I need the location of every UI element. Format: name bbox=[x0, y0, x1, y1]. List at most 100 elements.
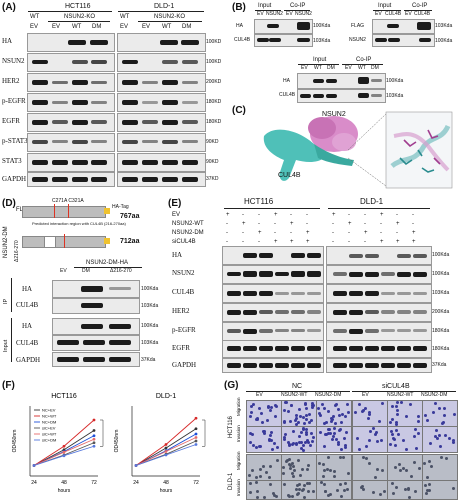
g-cell-dot bbox=[322, 483, 326, 487]
g-cell-dot bbox=[340, 412, 344, 416]
g-cell-dot bbox=[359, 485, 363, 489]
e-row: HER2 bbox=[172, 307, 190, 315]
a-mw: 180KD bbox=[206, 119, 222, 125]
g-cell-dot bbox=[273, 415, 277, 419]
f-data-point bbox=[164, 450, 168, 453]
g-cell-dot bbox=[330, 438, 334, 442]
g-cell-dot bbox=[399, 401, 403, 405]
b3-lane: EV bbox=[301, 65, 308, 71]
g-cell-dot bbox=[311, 436, 315, 440]
g-cell-dot bbox=[301, 468, 305, 472]
g-cell-dot bbox=[345, 488, 349, 492]
b1-lane: EV bbox=[286, 11, 293, 17]
blot-d-input-cul4b bbox=[52, 335, 140, 351]
g-cell-dot bbox=[290, 472, 294, 476]
g-micrograph bbox=[387, 426, 423, 453]
b3-header-coip: Co-IP bbox=[356, 57, 372, 63]
g-cell-dot bbox=[395, 413, 399, 417]
e-sign: - bbox=[348, 212, 350, 218]
g-cell-dot bbox=[311, 402, 314, 406]
e-sign: + bbox=[226, 212, 230, 218]
blot-a-pegfr-hct116 bbox=[27, 93, 115, 112]
g-cell-dot bbox=[324, 421, 328, 425]
g-cell-dot bbox=[333, 474, 337, 478]
g-cell-dot bbox=[265, 471, 269, 475]
b3-mw: 103Kda bbox=[386, 93, 404, 99]
g-col: EV bbox=[256, 392, 263, 398]
g-cell-dot bbox=[445, 456, 449, 460]
f-data-point bbox=[92, 418, 96, 422]
g-cell-dot bbox=[407, 495, 411, 499]
b1-header-coip: Co-IP bbox=[290, 3, 306, 9]
a-mw: 90KD bbox=[206, 159, 219, 165]
g-cell-dot bbox=[283, 421, 287, 425]
b2-lane: CUL4B bbox=[414, 11, 431, 17]
g-cell-dot bbox=[363, 406, 367, 410]
g-cell-dot bbox=[303, 441, 307, 445]
g-micrograph bbox=[387, 400, 423, 427]
panel-g-label: (G) bbox=[224, 380, 239, 391]
e-sign: - bbox=[290, 212, 292, 218]
c-label-nsun2: NSUN2 bbox=[322, 111, 346, 118]
g-cell-dot bbox=[248, 440, 252, 444]
a-cellline-dld1: DLD-1 bbox=[154, 3, 175, 10]
g-row-sub: Migration bbox=[236, 451, 241, 470]
g-cell-dot bbox=[394, 420, 398, 424]
g-cell-dot bbox=[283, 432, 287, 436]
g-cell-dot bbox=[303, 483, 307, 487]
e-sign: + bbox=[412, 239, 416, 245]
g-col: EV bbox=[362, 392, 369, 398]
g-cell-dot bbox=[292, 429, 296, 433]
g-cell-dot bbox=[258, 406, 262, 410]
e-row: p-EGFR bbox=[172, 326, 196, 334]
e-sign: - bbox=[258, 221, 260, 227]
e-sign: - bbox=[348, 230, 350, 236]
g-cell-dot bbox=[302, 427, 306, 431]
e-mw: 200Kda bbox=[432, 309, 450, 315]
g-cell-dot bbox=[298, 434, 302, 438]
e-sign: + bbox=[412, 230, 416, 236]
g-cell-dot bbox=[337, 443, 341, 447]
g-cell-dot bbox=[298, 440, 302, 444]
g-cell-dot bbox=[332, 431, 336, 435]
g-cell-dot bbox=[285, 460, 289, 464]
a-lane: EV bbox=[142, 24, 151, 30]
g-cell-dot bbox=[301, 448, 305, 452]
g-cell-dot bbox=[286, 440, 290, 444]
f-data-point bbox=[92, 434, 96, 438]
g-cell-dot bbox=[306, 439, 310, 443]
g-cell-dot bbox=[268, 409, 272, 413]
g-cell-dot bbox=[305, 414, 309, 418]
g-cell-dot bbox=[362, 456, 366, 460]
g-cell-dot bbox=[276, 445, 280, 449]
a-group-ko2: NSUN2-KO bbox=[154, 14, 186, 20]
g-group-nc: NC bbox=[292, 383, 303, 390]
g-cell-dot bbox=[268, 433, 272, 437]
a-lane: DM bbox=[182, 24, 192, 30]
g-cell-dot bbox=[396, 432, 400, 436]
g-cell-dot bbox=[392, 438, 396, 442]
g-cell-dot bbox=[342, 456, 346, 460]
g-micrograph bbox=[316, 426, 352, 453]
g-cell-dot bbox=[394, 486, 398, 490]
d-del-label: Δ216-270 bbox=[14, 240, 20, 262]
g-cell-dot bbox=[371, 427, 375, 431]
g-cell-dot bbox=[431, 410, 435, 414]
a-lane: WT bbox=[72, 24, 82, 30]
g-cell-dot bbox=[343, 415, 347, 419]
e-sign: + bbox=[258, 230, 262, 236]
a-lane: EV bbox=[52, 24, 61, 30]
f-data-point bbox=[92, 429, 96, 432]
g-cell-dot bbox=[307, 463, 311, 467]
d-row: HA bbox=[22, 322, 33, 330]
d-del-region bbox=[44, 236, 56, 248]
g-cell-dot bbox=[249, 490, 253, 494]
blot-e-cul4b-hct116 bbox=[222, 284, 324, 303]
panel-e-label: (E) bbox=[168, 198, 182, 209]
blot-b1-ha bbox=[254, 19, 313, 34]
blot-e-gapdh-hct116 bbox=[222, 358, 324, 373]
g-cell-dot bbox=[258, 444, 262, 448]
a-mw: 100KD bbox=[206, 39, 222, 45]
g-cell-dot bbox=[332, 427, 336, 431]
d-fl-label: FL bbox=[16, 207, 24, 213]
